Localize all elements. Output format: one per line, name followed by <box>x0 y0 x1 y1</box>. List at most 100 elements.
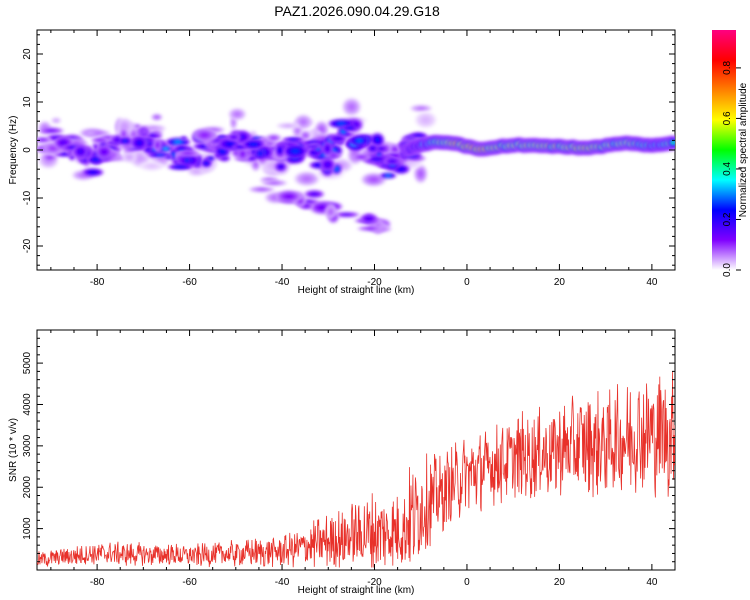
spectrogram-band-blob-level <box>174 140 182 144</box>
colorbar-tick-label: 0.4 <box>722 162 733 176</box>
spectrogram-band-blob-level <box>291 149 299 154</box>
spectrogram-band-blob-level <box>385 174 391 178</box>
spectrogram-band-blob-level <box>358 155 365 159</box>
spectrogram-band-blob-level <box>89 170 97 174</box>
snr-axes: -80 -60 -40 -20 0 20 40 1000 2000 3000 4000 5000 <box>22 330 676 588</box>
spectrogram-band-blob <box>142 146 154 153</box>
snr-series-line <box>37 371 675 568</box>
spectrogram-noise-blob-level <box>148 164 156 168</box>
spectrogram-band-blob-level <box>249 142 257 146</box>
spectrogram-band-blob-level <box>337 122 346 126</box>
spectrogram-band-blob-level <box>335 167 339 171</box>
spectrogram-band-blob <box>274 161 288 173</box>
spectrogram-band-blob-level <box>140 130 144 134</box>
spectrogram-noise-blob <box>228 107 247 121</box>
spectrogram-branch-blob-level <box>257 187 266 191</box>
spectrogram-noise-blob-level <box>137 155 144 162</box>
spectrogram-band-blob-level <box>389 159 395 163</box>
snr-ytick-label: 5000 <box>22 352 33 375</box>
spectrogram-band-blob-level <box>49 146 57 151</box>
spectrogram-ylabel: Frequency (Hz) <box>8 116 19 185</box>
spectrogram-band-blob-level <box>347 126 352 130</box>
snr-xtick-label: -80 <box>90 577 105 588</box>
spectrogram-band-blob-level <box>303 133 308 137</box>
spectrogram-band-blob-level <box>185 158 189 162</box>
spectrogram-band-blob-level <box>209 156 213 160</box>
spectrogram-band-blob <box>241 138 266 150</box>
spectrogram-band-blob <box>180 135 188 141</box>
spectrogram-band-blob-level <box>40 138 46 142</box>
spectrogram-band-blob <box>158 145 173 152</box>
spectrogram-band-blob-level <box>325 162 330 167</box>
spectrogram-noise-blob <box>186 166 206 177</box>
spectrogram-band-blob-level <box>372 157 381 161</box>
spectrogram-noise-blob-level <box>418 171 423 177</box>
spectrogram-noise-blob-level <box>348 104 355 110</box>
spectrogram-band-blob-level <box>258 151 262 155</box>
spectrogram-band-blob-level <box>167 155 171 159</box>
spectrogram-band-blob-level <box>278 148 282 153</box>
spectrogram-band-blob-level <box>60 140 67 145</box>
snr-panel: -80 -60 -40 -20 0 20 40 1000 2000 3000 4000 5000 He… <box>8 329 676 596</box>
spectrogram-band-blob <box>366 143 379 154</box>
spectrogram-ytick-label: -10 <box>22 190 33 205</box>
colorbar-tick-label: 0.6 <box>722 111 733 125</box>
spectrogram-band-blob <box>217 137 244 151</box>
snr-xtick-label: 0 <box>464 577 470 588</box>
spectrogram-noise-blob-level <box>370 177 378 182</box>
spectrogram-band-blob-level <box>123 139 128 143</box>
spectrogram-band-blob-level <box>271 136 277 140</box>
spectrogram-noise-blob-level <box>300 119 306 125</box>
spectrogram-band-blob <box>351 153 372 161</box>
colorbar-label: Normalized spectral amplitude <box>738 82 749 217</box>
spectrogram-band-blob-level <box>204 161 208 165</box>
spectrogram-noise-blob-level <box>127 155 132 159</box>
spectrogram-band-blob <box>331 163 342 175</box>
spectrogram-noise-blob <box>50 117 62 125</box>
spectrogram-band-blob-level <box>375 137 380 142</box>
spectrogram-band-blob-level <box>146 148 150 152</box>
spectrogram-band-blob-level <box>279 165 283 169</box>
spectrogram-noise-blob-level <box>284 124 292 128</box>
spectrogram-band-blob <box>166 163 194 171</box>
spectrogram-band-blob <box>319 157 336 173</box>
spectrogram-axes: -80 -60 -40 -20 0 20 40 -20 -10 0 10 20 <box>22 30 676 288</box>
spectrogram-band-blob-level <box>325 146 330 151</box>
snr-ytick-label: 1000 <box>22 517 33 540</box>
snr-ytick-label: 4000 <box>22 393 33 416</box>
spectrogram-band-blob-level <box>47 156 52 160</box>
spectrogram-noise-blob <box>122 151 137 163</box>
spectrogram-branch-blob-level <box>342 213 351 217</box>
spectrogram-band-blob <box>341 124 358 132</box>
snr-xtick-label: -20 <box>367 577 382 588</box>
spectrogram-band-blob <box>37 136 53 144</box>
spectrogram-noise-blob-level <box>159 157 165 162</box>
spectrogram-band-blob <box>118 137 133 145</box>
spectrogram-band-blob-level <box>330 153 336 157</box>
spectrogram-panel: -80 -60 -40 -20 0 20 40 -20 -10 0 10 20 Height of s… <box>8 29 676 296</box>
snr-ylabel: SNR (10 * v/v) <box>8 418 19 482</box>
spectrogram-band-blob <box>169 148 178 161</box>
colorbar-tick-label: 0.8 <box>722 61 733 75</box>
snr-xtick-label: -40 <box>275 577 290 588</box>
colorbar: 0.0 0.2 0.4 0.6 0.8 Normalized spectral ampl… <box>712 30 749 277</box>
spectrogram-xtick-label: 20 <box>554 277 566 288</box>
spectrogram-band-blob <box>265 133 282 143</box>
spectrogram-branch-blob-level <box>366 227 375 231</box>
chart-title: PAZ1.2026.090.04.29.G18 <box>274 3 440 19</box>
spectrogram-band-blob-level <box>78 149 83 154</box>
spectrogram-xtick-label: 40 <box>646 277 658 288</box>
spectrogram-band-blob-level <box>92 158 98 162</box>
spectrogram-band-blob <box>38 126 65 135</box>
spectrogram-xtick-label: -80 <box>90 277 105 288</box>
spectrogram-band-blob-level <box>226 142 235 146</box>
spectrogram-band-blob <box>383 157 402 166</box>
spectrogram-xtick-label: -20 <box>367 277 382 288</box>
spectrogram-noise-blob <box>414 111 438 129</box>
snr-ytick-label: 3000 <box>22 434 33 457</box>
spectrogram-noise-blob-level <box>251 132 255 136</box>
spectrogram-noise-blob <box>71 169 96 181</box>
spectrogram-noise-blob-level <box>254 162 258 167</box>
spectrogram-band-blob-level <box>240 151 245 157</box>
